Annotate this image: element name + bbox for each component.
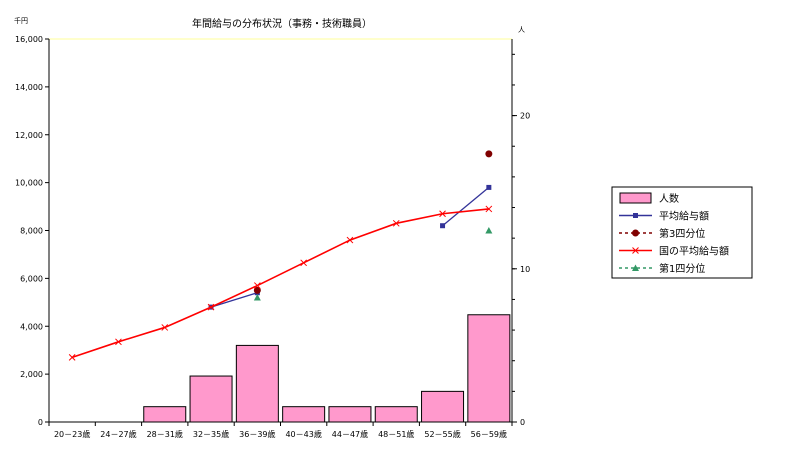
legend-item: 平均給与額 bbox=[619, 210, 709, 223]
y-left-tick-label: 4,000 bbox=[20, 322, 43, 331]
legend-swatch bbox=[619, 192, 652, 204]
bar-32－35歳 bbox=[189, 375, 233, 423]
y-left-tick-label: 12,000 bbox=[15, 131, 43, 140]
line-平均給与額-segment-1 bbox=[442, 186, 490, 227]
bar-36－39歳 bbox=[235, 344, 279, 423]
point-第3四分位-36－39歳 bbox=[253, 286, 261, 294]
y-left-unit: 千円 bbox=[14, 16, 28, 25]
x-tick-label: 24－27歳 bbox=[100, 429, 136, 439]
bar-48－51歳 bbox=[374, 406, 418, 423]
line-平均給与額-segment-0 bbox=[210, 292, 258, 308]
y-left-tick-label: 14,000 bbox=[15, 83, 43, 92]
chart-title: 年間給与の分布状況（事務・技術職員） bbox=[192, 17, 372, 30]
point-国の平均給与額-28－31歳 bbox=[161, 324, 169, 331]
point-平均給与額-52－55歳 bbox=[440, 223, 446, 229]
point-国の平均給与額-20－23歳 bbox=[68, 354, 76, 361]
bar-44－47歳 bbox=[328, 406, 372, 423]
point-第1四分位-56－59歳 bbox=[485, 227, 493, 234]
x-tick-label: 56－59歳 bbox=[471, 429, 507, 439]
bar-52－55歳 bbox=[421, 390, 465, 423]
bar-28－31歳 bbox=[143, 406, 187, 423]
legend-marker bbox=[632, 264, 639, 271]
x-tick-label: 44－47歳 bbox=[332, 429, 368, 439]
y-left-tick-label: 2,000 bbox=[20, 370, 43, 379]
bar-56－59歳 bbox=[467, 314, 511, 423]
point-第1四分位-36－39歳 bbox=[253, 294, 261, 301]
point-国の平均給与額-32－35歳 bbox=[207, 303, 215, 311]
x-tick-label: 52－55歳 bbox=[424, 429, 460, 439]
x-tick-label: 36－39歳 bbox=[239, 429, 275, 439]
x-tick-label: 32－35歳 bbox=[193, 429, 229, 439]
line-国の平均給与額 bbox=[71, 208, 489, 359]
legend-label: 国の平均給与額 bbox=[659, 245, 729, 258]
y-left-tick-label: 16,000 bbox=[15, 35, 43, 44]
legend-label: 第1四分位 bbox=[659, 262, 705, 275]
point-国の平均給与額-44－47歳 bbox=[346, 236, 354, 244]
point-国の平均給与額-56－59歳 bbox=[485, 205, 493, 213]
y-left-tick-label: 0 bbox=[38, 418, 43, 427]
axes: 0 2,000 4,000 6,000 8,000 10,000 12,000 14,000 1… bbox=[15, 35, 530, 439]
legend-item: 第1四分位 bbox=[619, 262, 705, 275]
point-国の平均給与額-36－39歳 bbox=[253, 282, 261, 289]
legend-marker bbox=[632, 229, 639, 237]
y-left-tick-label: 8,000 bbox=[20, 227, 43, 236]
y-right-unit: 人 bbox=[518, 26, 525, 34]
y-right-tick-label: 10 bbox=[520, 265, 530, 274]
point-国の平均給与額-40－43歳 bbox=[300, 259, 308, 267]
legend-label: 第3四分位 bbox=[659, 227, 705, 240]
legend-label: 平均給与額 bbox=[659, 210, 709, 223]
bar-40－43歳 bbox=[282, 406, 326, 423]
point-国の平均給与額-24－27歳 bbox=[115, 338, 122, 346]
y-right-tick-label: 0 bbox=[520, 418, 525, 427]
legend-label: 人数 bbox=[659, 192, 679, 205]
legend-marker bbox=[633, 213, 638, 218]
bar-series bbox=[143, 314, 511, 423]
legend-item: 人数 bbox=[619, 192, 679, 205]
point-平均給与額-56－59歳 bbox=[486, 184, 492, 190]
point-国の平均給与額-48－51歳 bbox=[392, 219, 400, 227]
legend-item: 第3四分位 bbox=[619, 227, 705, 240]
x-tick-label: 48－51歳 bbox=[378, 429, 414, 439]
line-series bbox=[68, 150, 493, 361]
legend-item: 国の平均給与額 bbox=[619, 245, 729, 258]
x-tick-label: 28－31歳 bbox=[147, 429, 183, 439]
y-left-tick-label: 10,000 bbox=[15, 179, 43, 188]
x-tick-label: 20－23歳 bbox=[54, 429, 90, 439]
y-right-tick-label: 20 bbox=[520, 112, 530, 121]
point-国の平均給与額-52－55歳 bbox=[439, 210, 446, 218]
x-tick-label: 40－43歳 bbox=[285, 429, 321, 439]
legend-marker bbox=[632, 247, 639, 254]
y-left-tick-label: 6,000 bbox=[20, 274, 43, 283]
point-第3四分位-56－59歳 bbox=[485, 150, 493, 158]
